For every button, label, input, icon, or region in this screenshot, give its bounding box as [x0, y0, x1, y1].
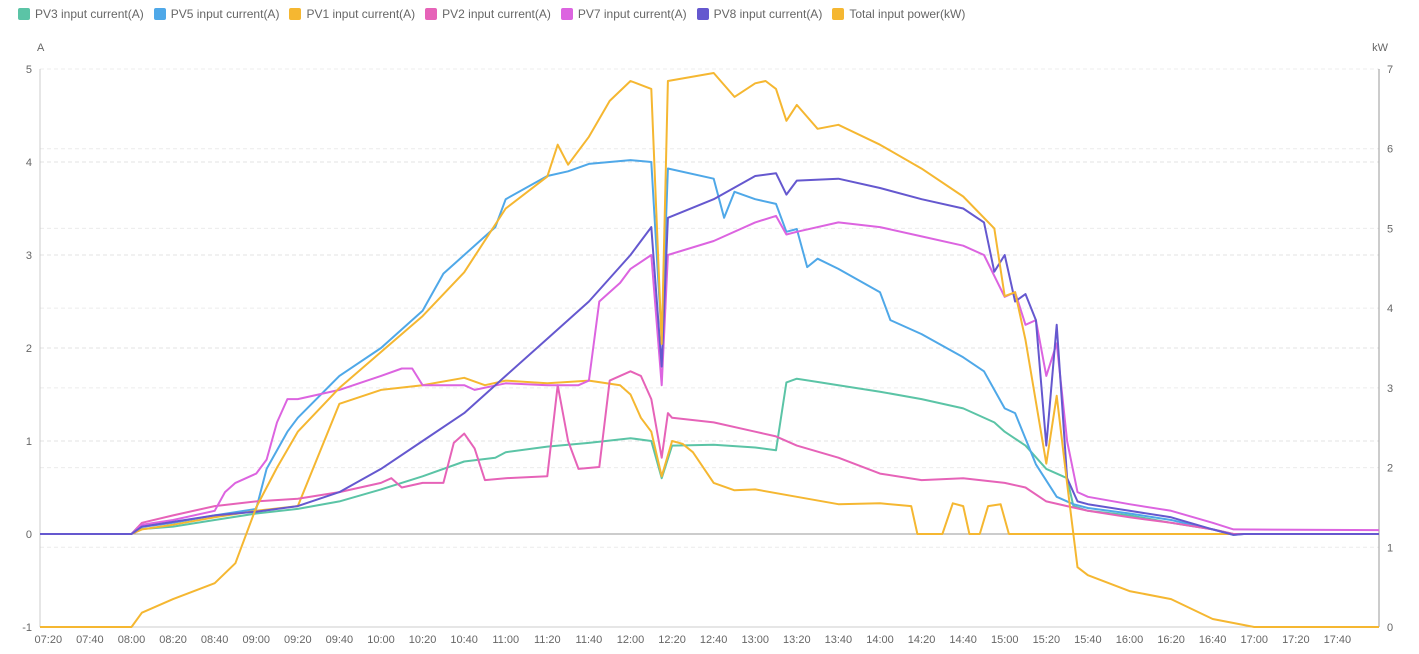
legend-label: PV2 input current(A): [442, 7, 551, 21]
x-tick-label: 10:00: [367, 634, 395, 646]
y-right-tick-label: 6: [1387, 144, 1393, 156]
x-tick-label: 16:00: [1116, 634, 1144, 646]
legend-item-6[interactable]: Total input power(kW): [832, 7, 965, 21]
legend-swatch: [696, 8, 709, 20]
legend-label: PV5 input current(A): [170, 7, 280, 21]
y-left-tick-label: 1: [26, 436, 32, 448]
legend-swatch: [425, 8, 438, 20]
x-tick-label: 12:00: [617, 634, 645, 646]
y-right-unit-label: kW: [1372, 42, 1389, 54]
x-tick-label: 15:40: [1074, 634, 1102, 646]
y-right-tick-label: 3: [1387, 383, 1393, 395]
legend-item-0[interactable]: PV3 input current(A): [18, 7, 144, 21]
y-left-tick-label: 5: [26, 64, 32, 76]
x-tick-label: 09:00: [242, 634, 270, 646]
x-tick-label: 07:20: [35, 634, 63, 646]
x-tick-label: 11:00: [492, 634, 519, 646]
x-tick-label: 10:40: [450, 634, 478, 646]
legend-item-3[interactable]: PV2 input current(A): [425, 7, 551, 21]
series-line-1[interactable]: [40, 159, 1419, 536]
legend-item-4[interactable]: PV7 input current(A): [560, 7, 687, 21]
legend-swatch: [18, 8, 30, 20]
legend-item-5[interactable]: PV8 input current(A): [696, 7, 823, 21]
y-left-unit-label: A: [37, 42, 45, 54]
x-tick-label: 09:20: [284, 634, 312, 646]
legend-label: PV3 input current(A): [35, 7, 144, 21]
legend-swatch: [289, 8, 302, 20]
x-tick-label: 17:20: [1282, 634, 1310, 646]
legend-label: PV7 input current(A): [577, 7, 687, 21]
x-tick-label: 10:20: [409, 634, 437, 646]
x-tick-label: 11:20: [534, 634, 561, 646]
legend-label: Total input power(kW): [849, 7, 966, 21]
x-tick-label: 08:40: [201, 634, 229, 646]
x-tick-label: 15:00: [991, 634, 1019, 646]
y-right-tick-label: 1: [1387, 542, 1393, 554]
x-tick-label: 17:40: [1324, 634, 1352, 646]
y-right-tick-label: 4: [1387, 303, 1393, 315]
y-left-tick-label: 2: [26, 343, 32, 355]
series-line-5[interactable]: [40, 172, 1419, 536]
x-tick-label: 16:20: [1157, 634, 1185, 646]
y-left-tick-label: -1: [22, 622, 32, 634]
y-left-tick-label: 3: [26, 250, 32, 262]
x-tick-label: 14:00: [866, 634, 894, 646]
y-right-tick-label: 5: [1387, 223, 1393, 235]
y-right-tick-label: 7: [1387, 64, 1393, 76]
x-tick-label: 14:40: [949, 634, 977, 646]
legend-item-1[interactable]: PV5 input current(A): [153, 7, 280, 21]
x-tick-label: 14:20: [908, 634, 936, 646]
x-tick-label: 12:20: [658, 634, 686, 646]
series-line-3[interactable]: [40, 370, 1419, 535]
series-line-2[interactable]: [40, 376, 1419, 535]
legend-item-2[interactable]: PV1 input current(A): [289, 7, 415, 21]
x-tick-label: 09:40: [326, 634, 354, 646]
y-right-tick-label: 2: [1387, 463, 1393, 475]
x-tick-label: 07:40: [76, 634, 104, 646]
x-tick-label: 12:40: [700, 634, 728, 646]
legend-swatch: [560, 8, 573, 20]
x-tick-label: 16:40: [1199, 634, 1227, 646]
series-line-4[interactable]: [40, 214, 1419, 535]
y-left-tick-label: 0: [26, 529, 32, 541]
x-tick-label: 13:00: [741, 634, 769, 646]
x-tick-label: 08:00: [118, 634, 146, 646]
chart-legend: PV3 input current(A) PV5 input current(A)…: [18, 7, 965, 21]
x-tick-label: 13:20: [783, 634, 811, 646]
y-left-tick-label: 4: [26, 157, 32, 169]
x-tick-label: 17:00: [1240, 634, 1268, 646]
x-tick-label: 11:40: [576, 634, 603, 646]
y-right-tick-label: 0: [1387, 622, 1393, 634]
series-line-6[interactable]: [40, 72, 1419, 628]
legend-label: PV1 input current(A): [306, 7, 416, 21]
legend-swatch: [153, 8, 166, 20]
legend-swatch: [832, 8, 845, 20]
x-tick-label: 15:20: [1033, 634, 1061, 646]
legend-label: PV8 input current(A): [713, 7, 823, 21]
x-tick-label: 13:40: [825, 634, 853, 646]
x-tick-label: 08:20: [159, 634, 187, 646]
